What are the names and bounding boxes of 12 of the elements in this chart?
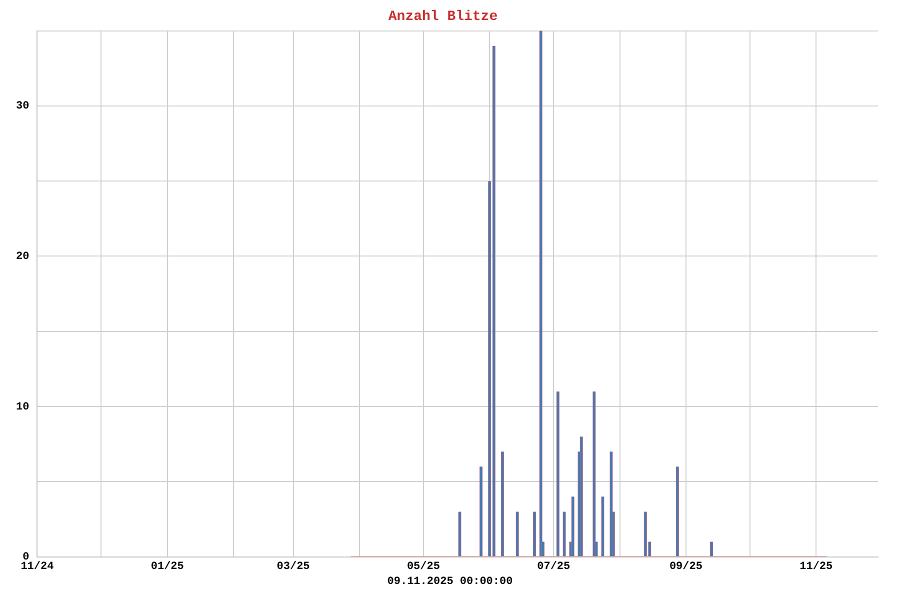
y-tick-label: 30	[16, 100, 30, 113]
x-tick-label: 01/25	[150, 561, 184, 574]
x-tick-label: 07/25	[537, 561, 571, 574]
x-tick-label: 11/25	[800, 561, 834, 574]
y-tick-label: 20	[16, 250, 30, 263]
y-tick-label: 10	[16, 401, 30, 414]
x-tick-label: 05/25	[406, 561, 440, 574]
x-tick-label: 03/25	[276, 561, 310, 574]
x-tick-label: 11/24	[20, 561, 54, 574]
text: 09.11.2025 00:00:00	[386, 576, 514, 588]
chart-title: Anzahl Blitze	[388, 8, 498, 25]
x-tick-label: 09/25	[669, 561, 703, 574]
